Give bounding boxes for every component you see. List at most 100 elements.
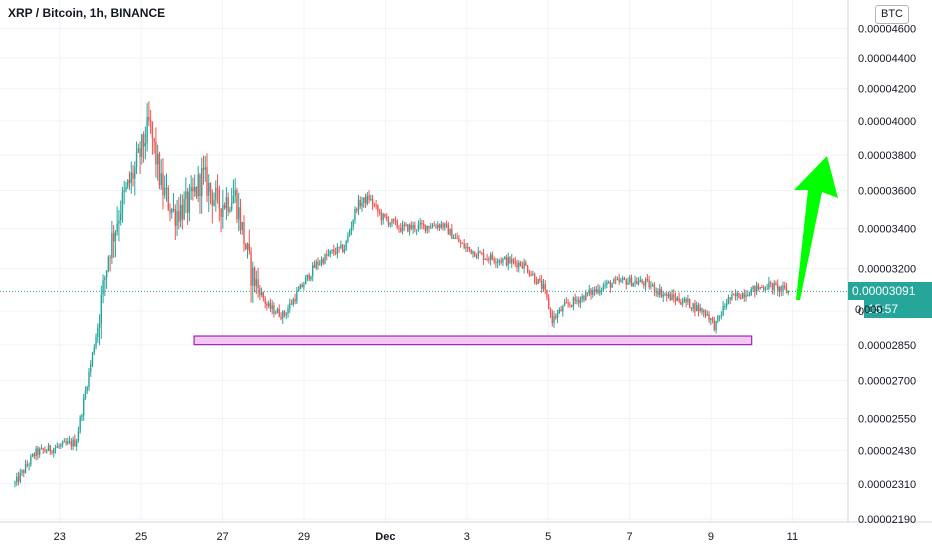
candle-body — [648, 279, 650, 288]
candle-body — [172, 208, 175, 210]
candle-body — [657, 291, 659, 295]
candle-body — [209, 182, 212, 193]
candle-body — [47, 445, 50, 452]
candle-body — [310, 276, 312, 280]
candle-body — [588, 289, 590, 294]
candle-body — [599, 290, 601, 293]
candle-body — [408, 224, 411, 232]
candle-body — [481, 252, 483, 254]
candle-body — [352, 219, 354, 227]
candle-body — [655, 291, 657, 293]
candle-body — [102, 280, 104, 295]
candle-body — [461, 243, 464, 245]
candle-body — [452, 238, 455, 240]
candle-body — [100, 294, 103, 324]
candle-body — [16, 476, 18, 483]
candle-body — [61, 441, 64, 445]
candle-body — [42, 448, 44, 451]
candle-body — [539, 278, 541, 281]
currency-button[interactable]: BTC — [875, 5, 909, 24]
candle-body — [354, 209, 356, 220]
candle-body — [701, 307, 703, 313]
y-tick-label: 0.00002430 — [858, 445, 916, 457]
candle-body — [252, 267, 254, 286]
candle-body — [525, 262, 527, 266]
candle-body — [202, 168, 205, 170]
x-tick-label: 9 — [708, 531, 714, 543]
candle-body — [167, 187, 169, 210]
candle-body — [495, 261, 497, 263]
candle-body — [19, 472, 21, 482]
candle-body — [563, 302, 566, 307]
candle-body — [137, 148, 140, 153]
candle-body — [169, 209, 171, 213]
candle-body — [121, 191, 124, 214]
x-tick-label: 7 — [627, 531, 633, 543]
countdown-tag: 15:57 — [864, 300, 932, 319]
candle-body — [428, 225, 430, 229]
candle-body — [259, 288, 261, 296]
candle-body — [227, 197, 229, 212]
candle-body — [190, 187, 192, 192]
candle-body — [609, 281, 612, 288]
candle-body — [503, 257, 506, 259]
candle-body — [389, 223, 391, 225]
candle-body — [341, 244, 344, 252]
candle-body — [549, 308, 552, 313]
candle-body — [659, 288, 661, 295]
candle-body — [306, 274, 309, 278]
candle-body — [600, 289, 603, 291]
candle-body — [613, 279, 615, 284]
candle-body — [275, 313, 277, 315]
candle-body — [232, 195, 235, 203]
candle-body — [579, 298, 582, 304]
candle-body — [410, 224, 413, 229]
candle-body — [750, 288, 753, 296]
candle-body — [193, 187, 196, 192]
candle-body — [292, 299, 295, 305]
x-tick-label: 23 — [54, 531, 66, 543]
candle-body — [75, 441, 78, 447]
candle-body — [778, 286, 781, 292]
candle-body — [426, 225, 428, 231]
chart-title: XRP / Bitcoin, 1h, BINANCE — [8, 6, 166, 20]
candle-body — [488, 258, 490, 261]
candle-body — [583, 295, 585, 301]
y-tick-label: 0.00004600 — [858, 24, 916, 36]
candle-body — [35, 448, 37, 457]
candle-body — [576, 300, 578, 302]
candle-body — [368, 195, 370, 200]
candle-body — [371, 198, 374, 205]
candle-body — [729, 297, 731, 300]
candle-body — [421, 222, 423, 225]
candle-body — [681, 302, 684, 305]
candle-body — [21, 470, 23, 473]
candle-body — [740, 298, 742, 300]
candle-body — [51, 451, 53, 454]
candle-body — [678, 297, 680, 302]
candle-body — [592, 290, 594, 295]
candle-body — [319, 263, 321, 265]
candle-body — [540, 280, 543, 289]
candle-body — [555, 316, 557, 318]
candle-body — [405, 224, 407, 226]
candle-body — [514, 260, 516, 264]
candle-body — [780, 286, 782, 291]
candle-body — [459, 242, 462, 244]
candle-body — [553, 316, 555, 324]
candle-body — [46, 451, 48, 453]
x-tick-label: 5 — [545, 531, 551, 543]
candle-body — [544, 284, 546, 290]
candle-body — [63, 441, 66, 443]
candle-body — [195, 187, 198, 197]
candle-body — [627, 282, 629, 285]
candle-body — [116, 223, 118, 232]
candle-body — [604, 284, 606, 286]
candle-body — [347, 235, 349, 241]
candle-body — [315, 261, 317, 268]
candle-body — [49, 445, 51, 452]
x-tick-label: 11 — [787, 531, 798, 543]
candle-body — [440, 223, 442, 228]
candle-body — [662, 294, 664, 297]
